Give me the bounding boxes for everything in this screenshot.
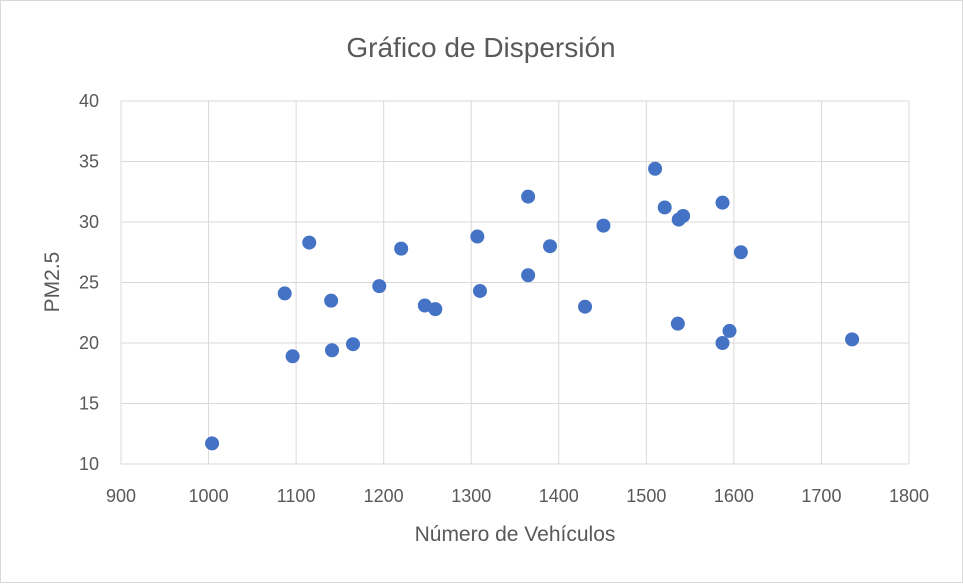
x-axis-title: Número de Vehículos	[415, 523, 616, 546]
y-tick-label: 25	[79, 273, 99, 293]
y-tick-label: 15	[79, 394, 99, 414]
scatter-point	[578, 299, 593, 314]
scatter-point	[346, 337, 361, 352]
tick-labels: 900 1000 1100 1200 1300 1400 1500 1600 1700 1800 1…	[79, 91, 929, 506]
scatter-point	[715, 195, 730, 210]
x-tick-label: 1000	[189, 486, 229, 506]
scatter-point	[285, 349, 300, 364]
scatter-point	[733, 245, 748, 260]
scatter-point	[670, 316, 685, 331]
scatter-point	[543, 239, 558, 254]
scatter-point	[302, 235, 317, 250]
x-tick-label: 1400	[539, 486, 579, 506]
scatter-point	[417, 298, 432, 313]
scatter-point	[472, 283, 487, 298]
y-tick-label: 35	[79, 152, 99, 172]
data-points	[205, 161, 860, 451]
grid-lines	[120, 100, 910, 465]
x-tick-label: 900	[106, 486, 136, 506]
scatter-point	[596, 218, 611, 233]
scatter-point	[657, 200, 672, 215]
scatter-point	[521, 268, 536, 283]
x-tick-label: 1200	[364, 486, 404, 506]
scatter-point	[521, 189, 536, 204]
scatter-point	[428, 302, 443, 317]
scatter-point	[722, 323, 737, 338]
scatter-point	[394, 241, 409, 256]
scatter-point	[277, 286, 292, 301]
scatter-point	[205, 436, 220, 451]
scatter-point	[845, 332, 860, 347]
scatter-point	[325, 343, 340, 358]
scatter-point	[324, 293, 339, 308]
x-tick-label: 1500	[626, 486, 666, 506]
y-tick-label: 10	[79, 454, 99, 474]
y-tick-label: 40	[79, 91, 99, 111]
y-tick-label: 20	[79, 333, 99, 353]
x-tick-label: 1600	[714, 486, 754, 506]
x-tick-label: 1300	[451, 486, 491, 506]
scatter-point	[676, 208, 691, 223]
x-tick-label: 1700	[801, 486, 841, 506]
scatter-point	[715, 336, 730, 350]
y-tick-label: 30	[79, 212, 99, 232]
x-tick-label: 1800	[889, 486, 929, 506]
y-axis-title: PM2.5	[41, 252, 64, 313]
scatter-point	[648, 161, 663, 176]
chart-title: Gráfico de Dispersión	[346, 32, 615, 63]
x-tick-label: 1100	[277, 486, 316, 506]
scatter-point	[372, 279, 387, 294]
scatter-point	[470, 229, 485, 244]
